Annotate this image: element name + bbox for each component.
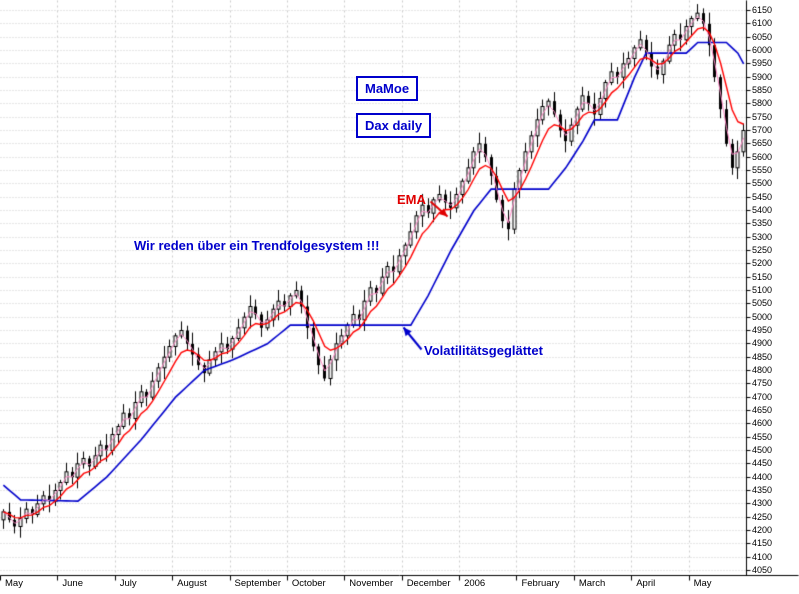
price-axis-label: 5950	[752, 58, 773, 69]
price-axis-label: 4050	[752, 565, 773, 575]
price-axis-label: 4650	[752, 405, 773, 415]
price-axis-label: 5700	[752, 125, 773, 135]
time-axis-label: May	[5, 578, 23, 589]
price-axis-label: 4250	[752, 511, 773, 522]
price-axis-label: 4900	[752, 338, 773, 349]
price-axis-label: 4300	[752, 498, 773, 509]
price-axis-label: 5200	[752, 258, 773, 269]
mamoe-label-box: MaMoe	[356, 76, 419, 101]
price-axis-label: 5850	[752, 85, 773, 95]
price-axis-label: 6150	[752, 5, 773, 15]
price-axis-label: 5300	[752, 231, 773, 242]
time-axis-label: August	[177, 578, 207, 589]
price-axis-label: 4550	[752, 431, 773, 442]
price-axis-label: 4700	[752, 391, 773, 402]
time-axis-label: May	[693, 578, 712, 589]
price-axis-label: 4950	[752, 325, 773, 335]
trend-system-annotation: Wir reden über ein Trendfolgesystem !!!	[134, 238, 380, 253]
price-axis-label: 4200	[752, 525, 773, 535]
time-axis-label: September	[234, 578, 282, 589]
price-axis-label: 5750	[752, 111, 773, 122]
price-axis-label: 4100	[752, 551, 773, 562]
price-axis-label: 6050	[752, 31, 773, 42]
price-axis-label: 5400	[752, 205, 773, 215]
price-axis-label: 5050	[752, 298, 773, 309]
time-axis-label: October	[291, 578, 326, 589]
price-axis-label: 5450	[752, 191, 773, 202]
price-axis-label: 4750	[752, 378, 773, 389]
price-axis-label: 5350	[752, 218, 773, 229]
price-axis-label: 4450	[752, 458, 773, 469]
price-axis-label: 4150	[752, 538, 773, 549]
price-axis-label: 4400	[752, 471, 773, 482]
ema-annotation: EMA	[397, 192, 426, 207]
price-axis-label: 5800	[752, 98, 773, 109]
price-axis-label: 4800	[752, 365, 773, 375]
price-axis-label: 6100	[752, 18, 773, 29]
price-axis-label: 5500	[752, 178, 773, 189]
price-axis-label: 4350	[752, 485, 773, 495]
price-axis-label: 5550	[752, 165, 773, 175]
price-axis-label: 4600	[752, 418, 773, 429]
price-axis-label: 4850	[752, 351, 773, 362]
price-axis-label: 5100	[752, 285, 773, 295]
price-axis-label: 5150	[752, 271, 773, 282]
price-axis-label: 4500	[752, 445, 773, 455]
time-axis-label: March	[578, 578, 606, 589]
dax-daily-label-box: Dax daily	[356, 113, 432, 138]
volatility-annotation: Volatilitätsgeglättet	[424, 343, 543, 358]
price-axis-label: 5000	[752, 311, 773, 322]
time-axis-label: 2006	[464, 578, 486, 589]
time-axis-label: November	[349, 578, 394, 589]
time-axis-label: December	[406, 578, 451, 589]
price-axis-label: 5600	[752, 151, 773, 162]
time-axis-label: June	[62, 578, 83, 589]
price-axis-label: 5250	[752, 245, 773, 255]
time-axis-label: April	[636, 578, 656, 589]
price-axis-label: 5650	[752, 138, 773, 149]
price-axis-label: 5900	[752, 71, 773, 82]
price-axis-label: 6000	[752, 45, 773, 55]
time-axis-label: February	[521, 578, 560, 589]
time-axis-label: July	[119, 578, 137, 589]
